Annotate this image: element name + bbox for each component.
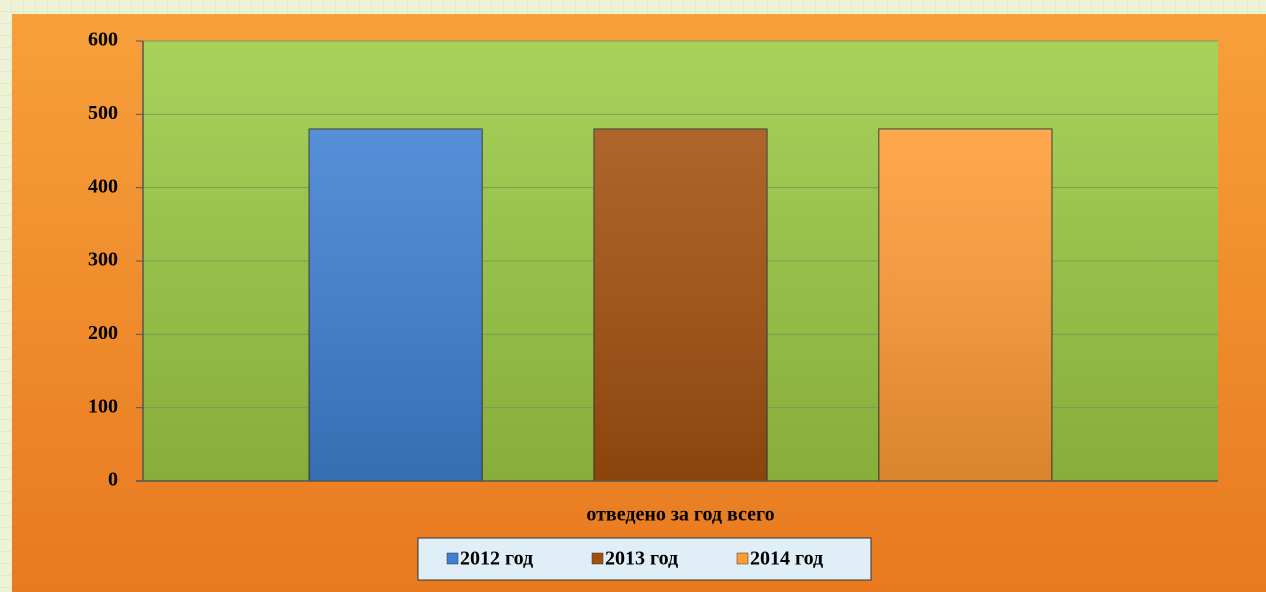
legend-label: 2012 год [460,548,533,570]
y-tick-label: 300 [88,249,118,271]
y-tick-label: 100 [88,395,118,417]
y-tick-label: 0 [108,469,118,491]
legend-swatch [736,552,749,565]
legend-label: 2013 год [605,548,678,570]
bar [593,128,768,482]
legend-swatch [446,552,459,565]
bars [308,128,1053,482]
legend-swatch [591,552,604,565]
x-tick-label: отведено за год всего [586,504,774,526]
legend-items: 2012 год 2013 год 2014 год [446,548,823,570]
legend [417,537,872,581]
legend-label: 2014 год [750,548,823,570]
y-tick-label: 200 [88,322,118,344]
y-tick-label: 400 [88,175,118,197]
bar [308,128,483,482]
y-tick-label: 600 [88,29,118,51]
bar [878,128,1053,482]
y-tick-label: 500 [88,102,118,124]
